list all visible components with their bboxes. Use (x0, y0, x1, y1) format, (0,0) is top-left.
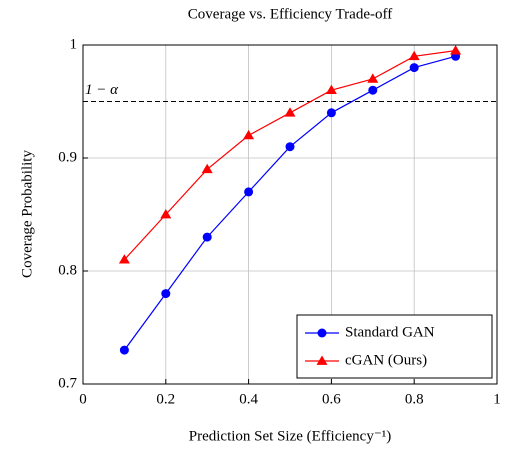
point (325, 84, 337, 95)
series-line (123, 55, 456, 351)
point (160, 209, 172, 219)
point (326, 108, 336, 118)
point (317, 328, 327, 338)
point (284, 107, 296, 117)
point (202, 232, 212, 242)
y-tick-label: 0.8 (58, 262, 77, 278)
series-line (123, 50, 456, 261)
point (367, 73, 379, 83)
point (408, 50, 420, 61)
point (118, 254, 130, 264)
x-tick-label: 0.8 (405, 391, 424, 407)
y-axis-label: Coverage Probability (19, 150, 35, 278)
point (243, 129, 255, 140)
point (201, 163, 213, 174)
x-tick-label: 1 (493, 391, 501, 407)
point (244, 187, 254, 197)
legend-box (296, 314, 493, 379)
point (161, 289, 171, 299)
x-axis-label: Prediction Set Size (Efficiency⁻¹) (189, 428, 392, 444)
reference-label: 1 − α (85, 82, 119, 98)
legend: Standard GAN cGAN (Ours) (296, 314, 493, 379)
legend-label: cGAN (Ours) (345, 352, 427, 368)
point (368, 85, 378, 95)
point (119, 345, 129, 355)
y-tick-label: 0.9 (58, 149, 77, 165)
point (285, 142, 295, 152)
point (450, 45, 462, 55)
legend-label: Standard GAN (345, 324, 435, 340)
chart-title: Coverage vs. Efficiency Trade-off (188, 6, 392, 22)
x-tick-label: 0 (79, 391, 87, 407)
y-tick-label: 0.7 (58, 375, 77, 391)
x-tick-label: 0.6 (322, 391, 341, 407)
point (316, 355, 328, 365)
point (409, 63, 419, 73)
x-tick-label: 0.4 (239, 391, 258, 407)
plot-frame (82, 44, 498, 385)
x-tick-label: 0.2 (156, 391, 175, 407)
y-tick-label: 1 (70, 36, 78, 52)
